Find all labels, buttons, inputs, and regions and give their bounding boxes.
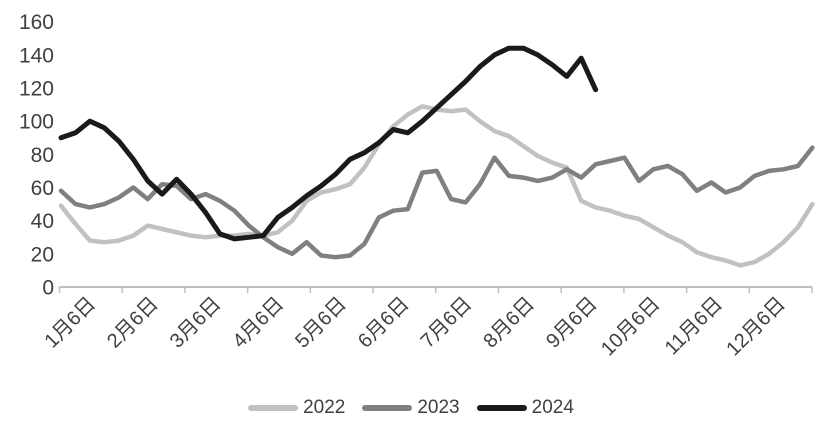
series-line-2023 [58,145,815,260]
x-axis-label-9month: 9月6日 [542,293,602,353]
y-axis-label-100: 100 [19,111,54,134]
legend-item-2024: 2024 [476,397,574,418]
x-axis-label-8month: 8月6日 [479,293,539,353]
chart-legend: 2022 2023 2024 [0,398,822,417]
series-line-2024 [58,45,599,242]
y-axis-label-80: 80 [31,144,54,167]
legend-label-2023: 2023 [417,397,460,418]
x-axis-label-4month: 4月6日 [229,293,289,353]
x-axis-label-11month: 11月6日 [661,293,727,359]
y-axis-label-120: 120 [19,78,54,101]
x-axis-label-1month: 1月6日 [40,293,100,353]
legend-swatch-2023 [362,404,413,411]
line-chart: 0 20 40 60 80 100 120 140 160 1月6日 2月6日 3月6日 4月6日 5月6… [19,11,815,360]
y-axis-label-40: 40 [31,210,54,233]
y-axis-label-140: 140 [19,44,54,67]
legend-item-2022: 2022 [248,398,345,417]
y-axis-label-160: 160 [19,11,54,34]
y-axis-label-0: 0 [42,277,54,300]
legend-label-2024: 2024 [531,397,574,418]
x-axis-label-2month: 2月6日 [103,293,163,353]
x-axis-label-12month: 12月6日 [722,293,789,360]
legend-swatch-2022 [248,404,299,411]
x-axis-label-3month: 3月6日 [166,293,226,353]
legend-label-2022: 2022 [303,397,346,418]
x-axis-label-6month: 6月6日 [354,293,414,353]
x-axis-label-7month: 7月6日 [417,293,477,353]
x-axis-label-5month: 5月6日 [291,293,351,353]
legend-swatch-2024 [476,404,527,411]
y-axis-label-20: 20 [31,243,54,266]
x-axis-label-10month: 10月6日 [597,293,664,360]
y-axis-label-60: 60 [31,177,54,200]
legend-item-2023: 2023 [362,397,460,418]
